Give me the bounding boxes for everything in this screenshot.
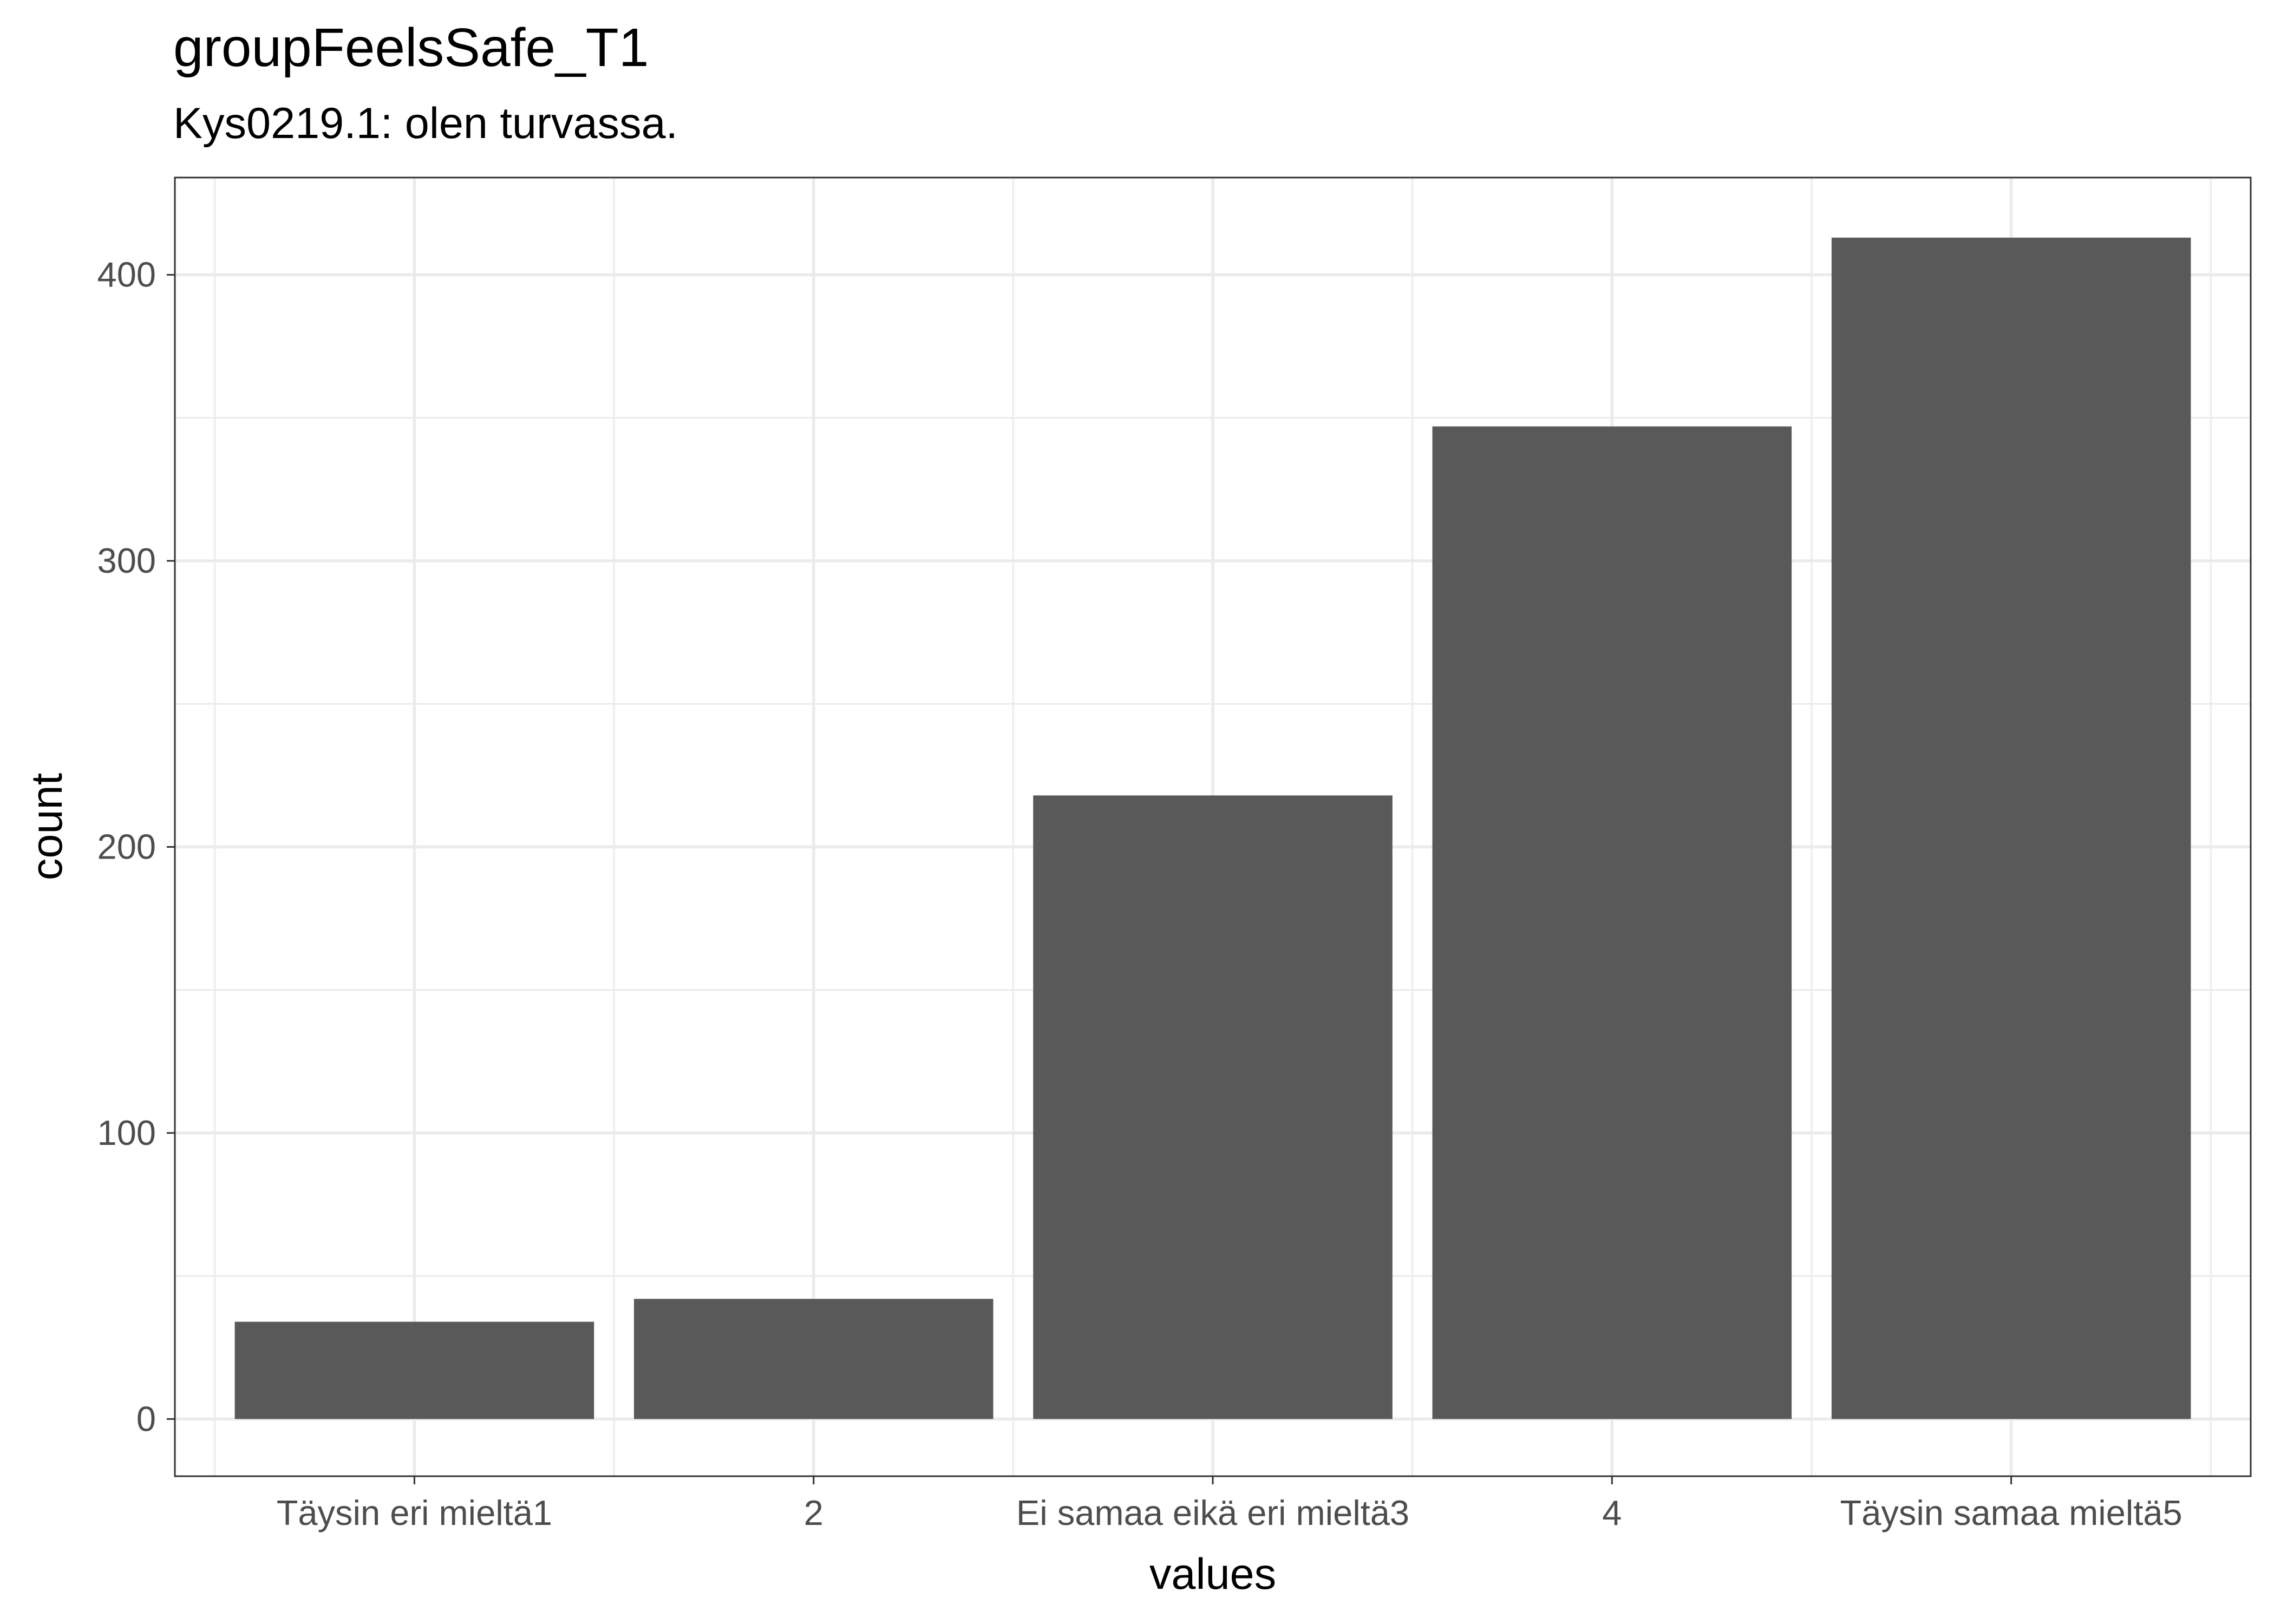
x-tick-label: Ei samaa eikä eri mieltä3 — [1016, 1493, 1409, 1533]
chart-subtitle: Kys0219.1: olen turvassa. — [173, 99, 678, 148]
bar-1 — [234, 1321, 594, 1419]
y-tick-label: 200 — [97, 827, 156, 866]
x-tick-label: Täysin eri mieltä1 — [277, 1493, 552, 1533]
bar-4 — [1432, 426, 1792, 1419]
x-tick-label: 2 — [804, 1493, 824, 1533]
x-tick-label: 4 — [1602, 1493, 1622, 1533]
y-tick-label: 0 — [136, 1399, 156, 1438]
x-axis-title: values — [1149, 1550, 1276, 1599]
plot-panel — [174, 176, 2252, 1477]
y-tick-label: 400 — [97, 255, 156, 294]
y-tick-label: 300 — [97, 541, 156, 580]
y-axis-title: count — [23, 773, 71, 880]
x-tick-label: Täysin samaa mieltä5 — [1840, 1493, 2182, 1533]
y-tick-label: 100 — [97, 1113, 156, 1152]
bar-3 — [1033, 795, 1393, 1419]
bar-2 — [633, 1299, 994, 1419]
bar-5 — [1831, 237, 2191, 1419]
chart-title: groupFeelsSafe_T1 — [173, 17, 649, 78]
